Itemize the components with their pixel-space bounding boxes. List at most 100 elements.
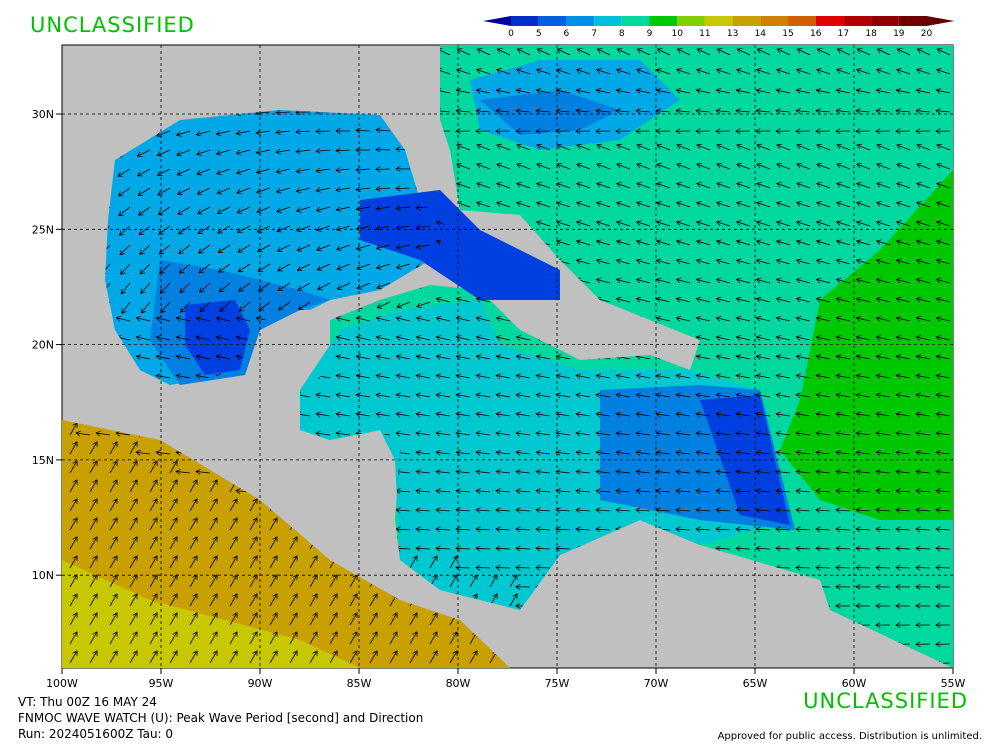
arrow bbox=[109, 631, 118, 645]
arrow bbox=[895, 603, 911, 609]
arrow bbox=[635, 128, 651, 135]
arrow bbox=[835, 430, 851, 437]
arrow bbox=[535, 468, 551, 475]
arrow bbox=[515, 411, 531, 418]
arrow bbox=[455, 335, 471, 341]
arrow bbox=[635, 239, 651, 246]
colorbar-segment bbox=[621, 16, 650, 26]
ocean bbox=[62, 45, 953, 668]
arrow bbox=[815, 488, 831, 494]
arrow bbox=[636, 143, 651, 151]
arrow bbox=[835, 277, 851, 284]
arrow bbox=[755, 88, 771, 94]
arrow bbox=[876, 162, 891, 170]
arrow bbox=[875, 526, 891, 533]
arrow bbox=[149, 498, 158, 512]
arrow bbox=[855, 258, 871, 265]
arrow bbox=[156, 168, 171, 177]
arrow bbox=[775, 468, 791, 475]
arrow bbox=[496, 162, 511, 170]
arrow bbox=[675, 392, 691, 399]
arrow bbox=[895, 296, 911, 303]
arrow bbox=[736, 68, 751, 75]
arrow bbox=[815, 392, 831, 399]
arrow bbox=[576, 162, 591, 170]
arrow bbox=[875, 239, 891, 246]
arrow bbox=[475, 128, 491, 135]
arrow bbox=[178, 263, 191, 274]
arrow bbox=[155, 335, 171, 341]
arrow bbox=[216, 187, 231, 195]
footer-line: FNMOC WAVE WATCH (U): Peak Wave Period [… bbox=[18, 711, 423, 725]
arrow bbox=[815, 315, 831, 322]
arrow bbox=[269, 555, 278, 569]
arrow bbox=[349, 631, 358, 645]
arrow bbox=[295, 148, 311, 155]
arrow bbox=[676, 181, 691, 189]
arrow bbox=[615, 468, 631, 475]
arrow bbox=[109, 441, 118, 455]
arrow bbox=[269, 517, 278, 531]
arrow bbox=[915, 526, 931, 533]
colorbar-label: 9 bbox=[647, 29, 653, 39]
arrow bbox=[435, 411, 451, 418]
arrow bbox=[735, 488, 751, 494]
arrow bbox=[129, 593, 138, 607]
arrow bbox=[775, 258, 791, 265]
arrow bbox=[675, 526, 691, 533]
arrow bbox=[229, 650, 238, 664]
arrow bbox=[69, 441, 78, 455]
arrow bbox=[675, 468, 691, 475]
arrow bbox=[875, 335, 891, 341]
arrow bbox=[296, 263, 311, 272]
colorbar-label: 20 bbox=[921, 29, 933, 39]
arrow bbox=[496, 68, 511, 75]
arrow bbox=[89, 555, 98, 569]
arrow bbox=[297, 282, 311, 291]
arrow bbox=[175, 315, 191, 322]
arrow bbox=[209, 498, 218, 512]
arrow bbox=[217, 225, 231, 234]
colorbar-label: 0 bbox=[508, 29, 514, 39]
arrow bbox=[469, 650, 478, 664]
arrow bbox=[835, 468, 851, 475]
arrow bbox=[795, 277, 811, 284]
arrow bbox=[735, 128, 751, 135]
arrow bbox=[815, 507, 831, 514]
arrow bbox=[175, 335, 191, 341]
arrow bbox=[575, 392, 591, 399]
arrow bbox=[515, 564, 531, 571]
arrow bbox=[509, 574, 518, 588]
arrow bbox=[876, 181, 891, 189]
arrow bbox=[695, 277, 711, 284]
arrow bbox=[496, 181, 511, 189]
arrow bbox=[615, 411, 631, 418]
arrow bbox=[415, 507, 431, 514]
arrow bbox=[149, 631, 158, 645]
arrow bbox=[89, 612, 98, 626]
arrow bbox=[635, 411, 651, 418]
arrow bbox=[69, 479, 78, 493]
arrow bbox=[336, 282, 351, 290]
arrow bbox=[475, 108, 491, 114]
arrow bbox=[676, 162, 691, 170]
arrow bbox=[315, 430, 331, 437]
lon-label: 70W bbox=[644, 677, 669, 690]
arrow bbox=[269, 574, 278, 588]
arrow bbox=[149, 650, 158, 664]
arrow bbox=[555, 354, 571, 360]
arrow bbox=[855, 488, 871, 494]
arrow bbox=[129, 479, 138, 493]
arrow bbox=[389, 612, 398, 626]
arrow bbox=[516, 143, 531, 151]
arrow bbox=[755, 354, 771, 360]
arrow bbox=[595, 258, 611, 265]
arrow bbox=[238, 282, 251, 292]
arrow bbox=[895, 488, 911, 494]
arrow bbox=[595, 108, 611, 114]
arrow bbox=[695, 526, 711, 533]
arrow bbox=[856, 68, 871, 75]
arrow bbox=[815, 128, 831, 135]
arrow bbox=[75, 430, 91, 437]
arrow bbox=[158, 244, 171, 255]
